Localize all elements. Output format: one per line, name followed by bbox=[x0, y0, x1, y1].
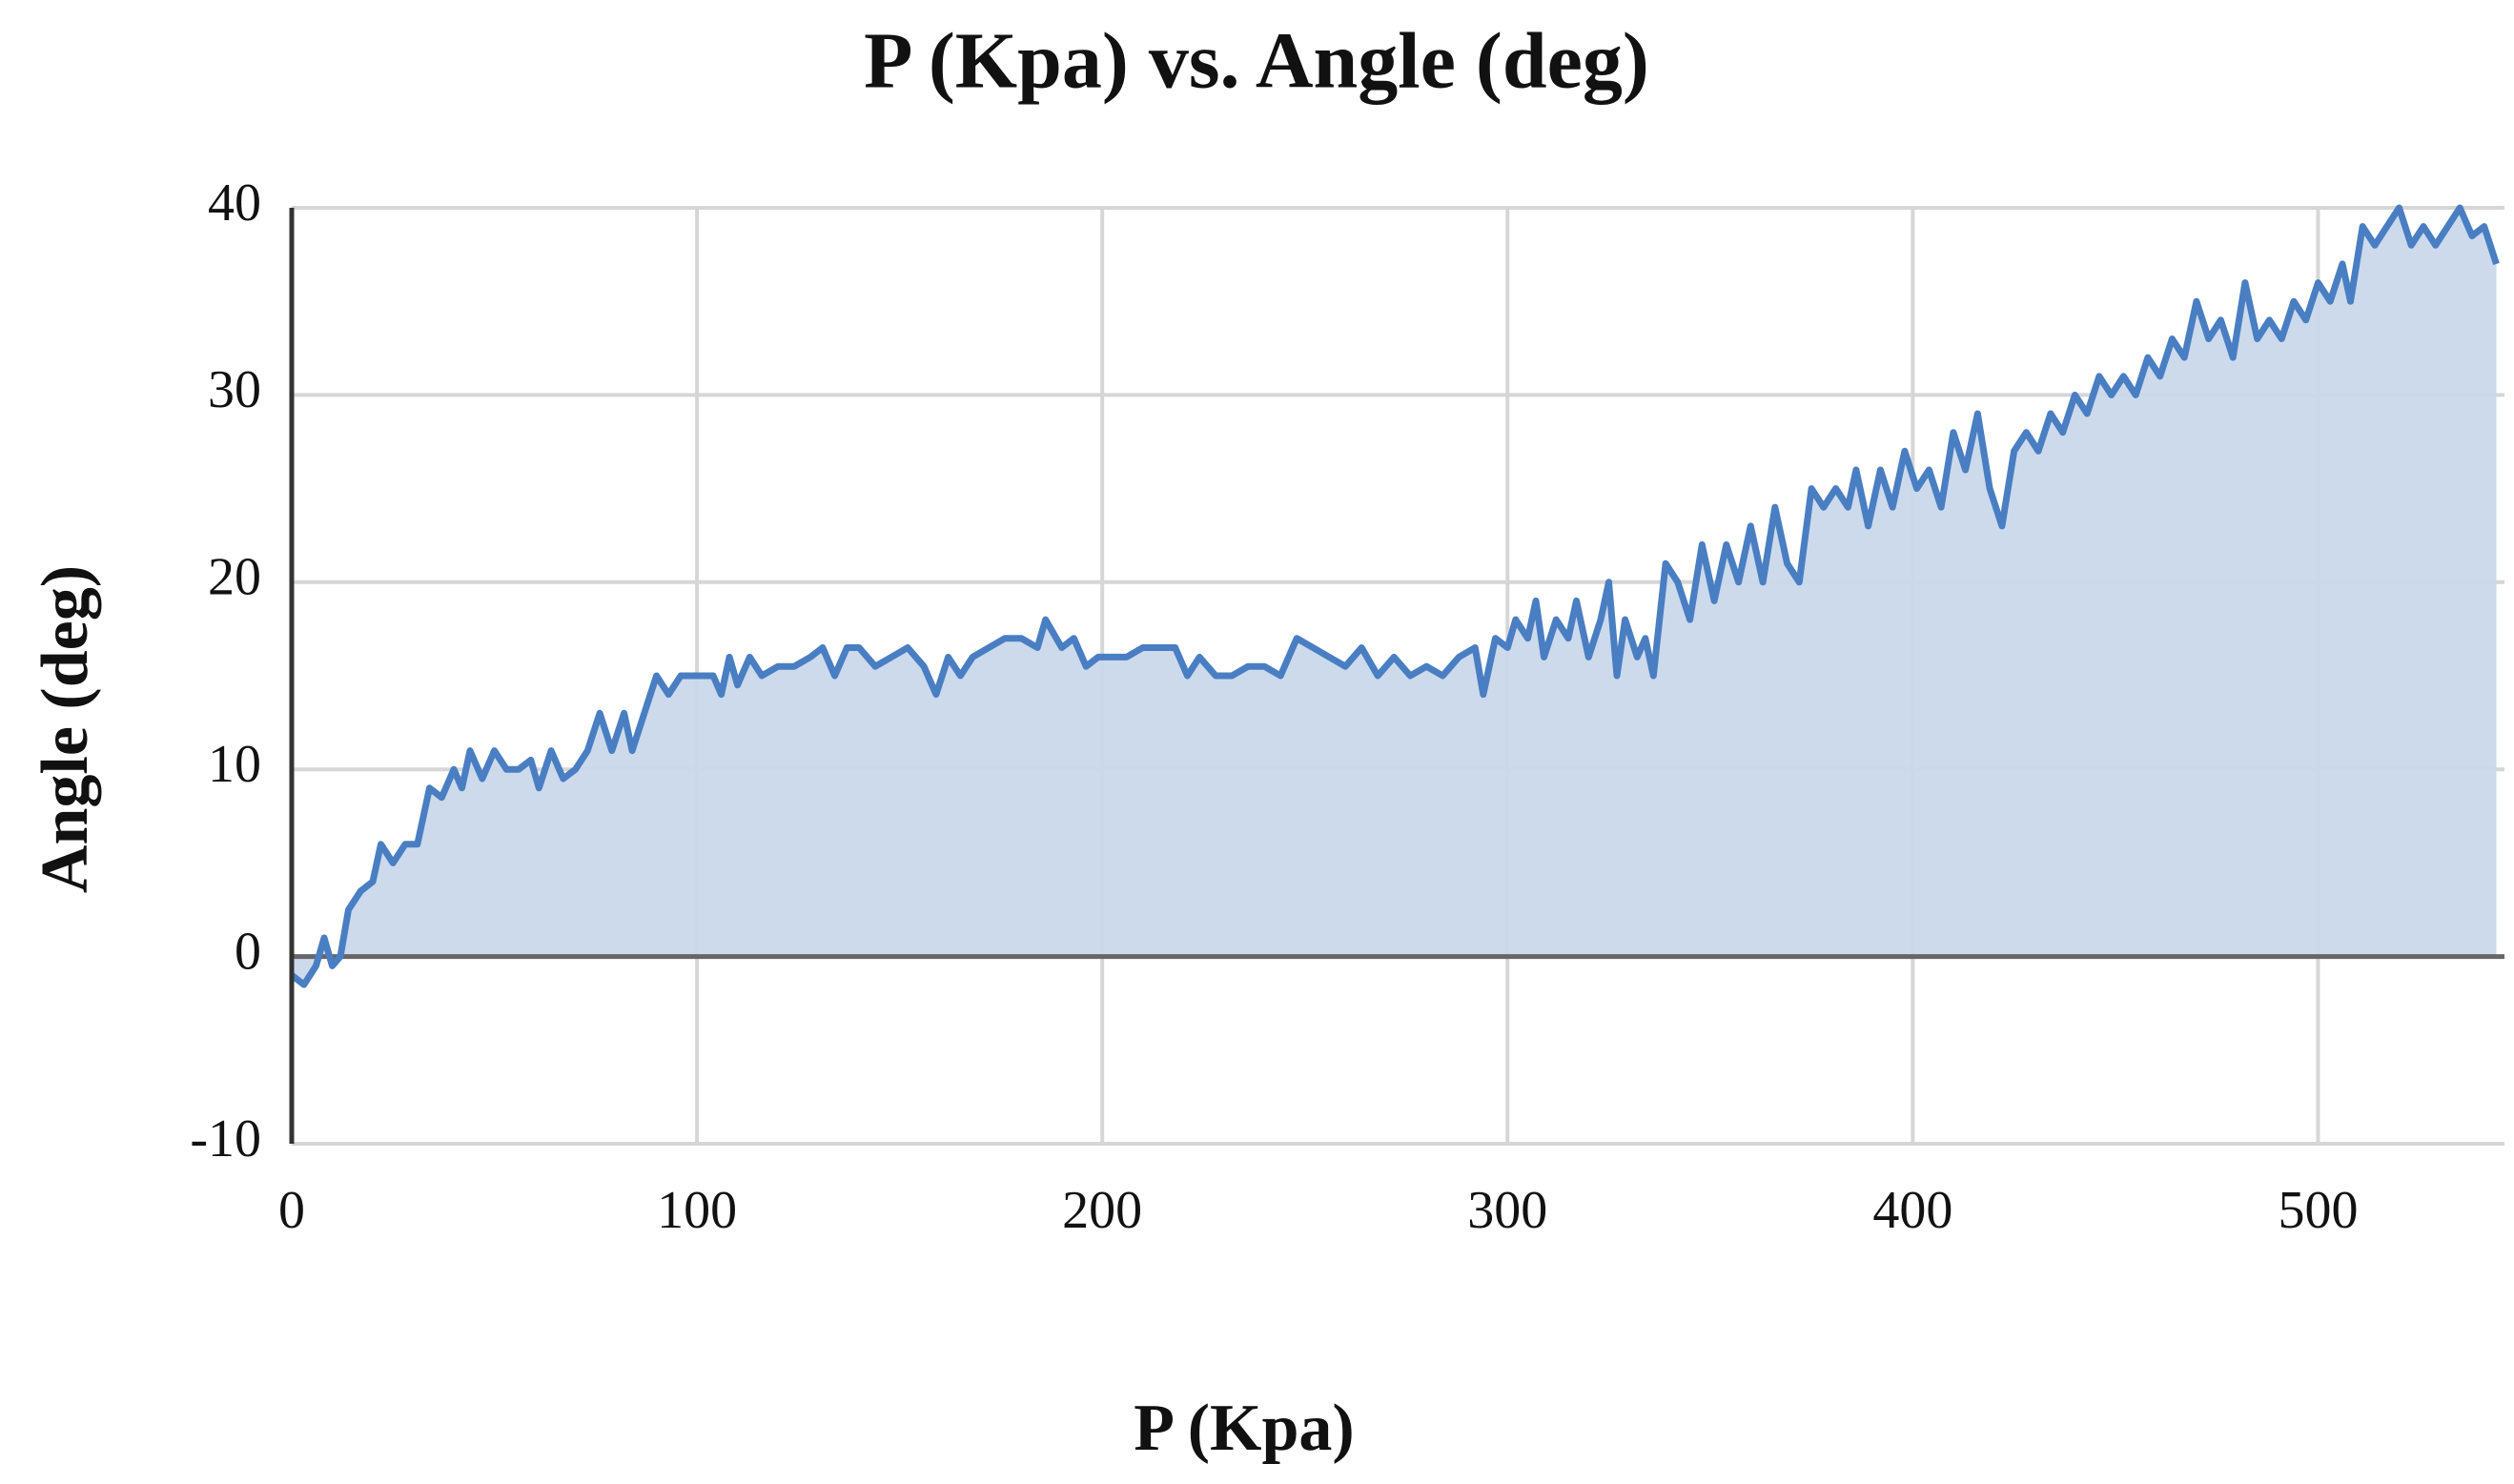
x-tick-label: 500 bbox=[2278, 1181, 2358, 1240]
x-tick-label: 0 bbox=[278, 1181, 305, 1240]
y-axis-label: Angle (deg) bbox=[29, 565, 102, 893]
y-tick-label: 20 bbox=[208, 548, 261, 607]
area bbox=[292, 208, 2497, 986]
y-tick-label: 10 bbox=[208, 735, 261, 794]
x-tick-label: 300 bbox=[1467, 1181, 1547, 1240]
chart-title: P (Kpa) vs. Angle (deg) bbox=[864, 16, 1649, 105]
y-tick-label: 40 bbox=[208, 173, 261, 233]
x-tick-label: 100 bbox=[657, 1181, 737, 1240]
x-tick-label: 200 bbox=[1062, 1181, 1142, 1240]
x-axis-label: P (Kpa) bbox=[1134, 1392, 1354, 1465]
y-tick-label: 30 bbox=[208, 360, 261, 419]
y-tick-label: 0 bbox=[235, 922, 261, 981]
x-tick-label: 400 bbox=[1872, 1181, 1952, 1240]
y-tick-label: -10 bbox=[190, 1109, 261, 1169]
line bbox=[289, 204, 2500, 988]
